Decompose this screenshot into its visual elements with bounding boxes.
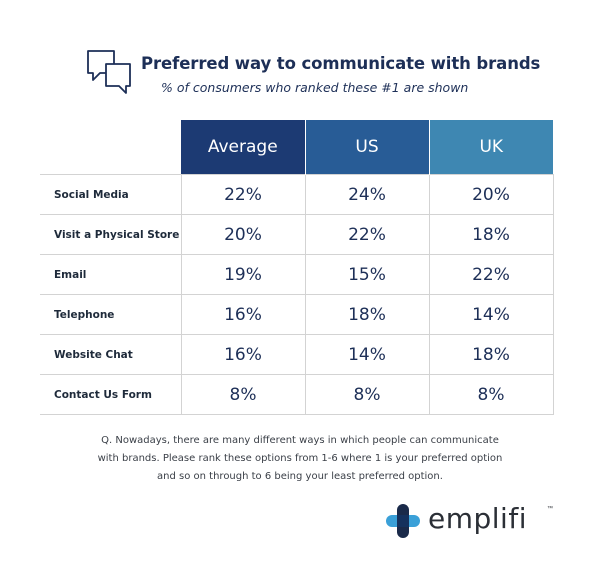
cell-value: 14% xyxy=(305,334,430,375)
survey-question-footnote: Q. Nowadays, there are many different wa… xyxy=(90,432,510,486)
brand-wordmark: emplifi xyxy=(428,502,527,535)
cell-value: 15% xyxy=(305,254,430,295)
cell-value: 22% xyxy=(429,254,554,295)
footnote-line: Q. Nowadays, there are many different wa… xyxy=(101,435,499,446)
brand-logo: emplifi ™ xyxy=(386,502,556,544)
chat-bubbles-icon xyxy=(87,50,131,94)
cell-value: 8% xyxy=(305,374,430,415)
row-label: Email xyxy=(40,254,182,295)
data-table: Average US UK Social Media 22% 24% 20% V… xyxy=(40,120,554,415)
table-row: Social Media 22% 24% 20% xyxy=(40,174,554,215)
table-row: Email 19% 15% 22% xyxy=(40,254,554,295)
column-header-average: Average xyxy=(181,120,306,175)
cell-value: 18% xyxy=(429,214,554,255)
cell-value: 18% xyxy=(305,294,430,335)
emplifi-logo-icon xyxy=(386,504,420,538)
row-label: Website Chat xyxy=(40,334,182,375)
trademark-symbol: ™ xyxy=(547,506,553,512)
footnote-line: and so on through to 6 being your least … xyxy=(157,471,443,482)
cell-value: 16% xyxy=(181,294,306,335)
chart-title: Preferred way to communicate with brands xyxy=(141,54,541,73)
table-row: Website Chat 16% 14% 18% xyxy=(40,334,554,375)
table-row: Telephone 16% 18% 14% xyxy=(40,294,554,335)
cell-value: 14% xyxy=(429,294,554,335)
row-label: Telephone xyxy=(40,294,182,335)
cell-value: 20% xyxy=(181,214,306,255)
corner-cell xyxy=(40,120,181,175)
cell-value: 8% xyxy=(429,374,554,415)
cell-value: 8% xyxy=(181,374,306,415)
chart-subtitle: % of consumers who ranked these #1 are s… xyxy=(161,80,469,95)
cell-value: 19% xyxy=(181,254,306,295)
cell-value: 20% xyxy=(429,174,554,215)
cell-value: 22% xyxy=(305,214,430,255)
row-label: Visit a Physical Store xyxy=(40,214,182,255)
column-header-us: US xyxy=(305,120,430,175)
cell-value: 24% xyxy=(305,174,430,215)
cell-value: 18% xyxy=(429,334,554,375)
header-row: Average US UK xyxy=(40,120,553,175)
cell-value: 22% xyxy=(181,174,306,215)
row-label: Social Media xyxy=(40,174,182,215)
row-label: Contact Us Form xyxy=(40,374,182,415)
table-row: Contact Us Form 8% 8% 8% xyxy=(40,374,554,415)
footnote-line: with brands. Please rank these options f… xyxy=(97,453,503,464)
table-row: Visit a Physical Store 20% 22% 18% xyxy=(40,214,554,255)
cell-value: 16% xyxy=(181,334,306,375)
column-header-uk: UK xyxy=(429,120,553,175)
